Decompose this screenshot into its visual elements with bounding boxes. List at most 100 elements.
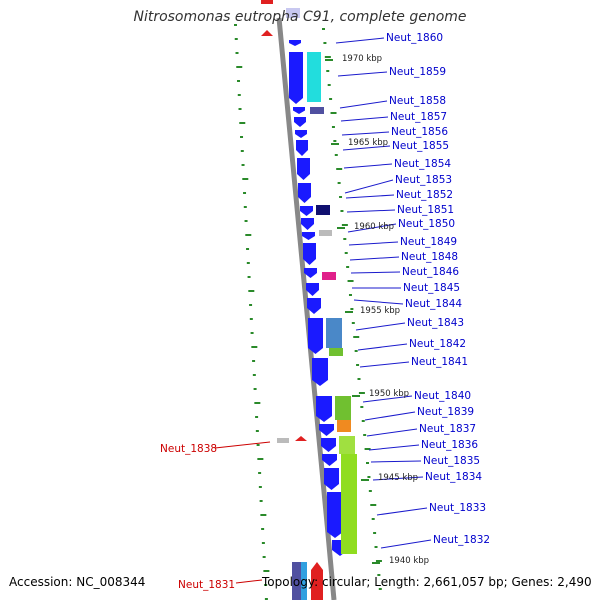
grid-dot	[261, 542, 265, 544]
grid-dot	[242, 178, 249, 180]
grid-dot	[239, 122, 246, 124]
grid-dot	[258, 472, 262, 474]
grid-dot	[238, 108, 242, 110]
grid-dot	[346, 266, 350, 268]
scale-label: 1950 kbp	[369, 389, 409, 399]
gene-label[interactable]: Neut_1842	[409, 338, 466, 350]
gene-fragment	[286, 8, 300, 18]
gene-label[interactable]: Neut_1841	[411, 356, 468, 368]
gene-arrow-forward	[306, 283, 319, 296]
gene-arrow-forward	[289, 52, 303, 104]
grid-dot	[256, 444, 260, 446]
grid-dot	[249, 318, 253, 320]
grid-dot	[247, 276, 251, 278]
grid-dot	[263, 570, 270, 572]
gene-label[interactable]: Neut_1849	[400, 236, 457, 248]
gene-label[interactable]: Neut_1850	[398, 218, 455, 230]
grid-dot	[371, 518, 375, 520]
gene-label[interactable]: Neut_1843	[407, 317, 464, 329]
grid-dot	[331, 126, 335, 128]
gene-label[interactable]: Neut_1853	[395, 174, 452, 186]
grid-dot	[366, 462, 370, 464]
gene-label[interactable]: Neut_1860	[386, 32, 443, 44]
gene-label[interactable]: Neut_1848	[401, 251, 458, 263]
grid-dot	[251, 346, 258, 348]
grid-dot	[374, 546, 378, 548]
feature-block	[341, 454, 357, 554]
gene-fragment	[292, 562, 302, 600]
connector-line	[357, 343, 408, 351]
gene-arrow-forward	[289, 40, 301, 46]
gene-label[interactable]: Neut_1833	[429, 502, 486, 514]
grid-dot	[264, 598, 268, 600]
gene-label[interactable]: Neut_1836	[421, 439, 478, 451]
grid-dot	[264, 584, 268, 586]
gene-label[interactable]: Neut_1844	[405, 298, 462, 310]
gene-arrow-forward	[294, 117, 306, 127]
connector-line	[349, 256, 400, 261]
gene-label[interactable]: Neut_1857	[390, 111, 447, 123]
feature-block	[310, 107, 324, 114]
grid-dot	[248, 290, 255, 292]
feature-block	[329, 348, 343, 356]
gene-label[interactable]: Neut_1832	[433, 534, 490, 546]
gene-label[interactable]: Neut_1852	[396, 189, 453, 201]
grid-dot	[361, 420, 365, 422]
grid-dot	[336, 168, 343, 170]
gene-arrow-forward	[300, 206, 313, 216]
gene-arrow-forward	[312, 358, 328, 386]
gene-label[interactable]: Neut_1856	[391, 126, 448, 138]
grid-dot	[378, 588, 382, 590]
grid-dot	[363, 434, 367, 436]
gene-arrow-forward	[307, 298, 321, 314]
grid-dot	[364, 448, 371, 450]
feature-block	[307, 52, 321, 102]
grid-dot	[339, 196, 343, 198]
gene-label[interactable]: Neut_1845	[403, 282, 460, 294]
gene-1838-block	[277, 438, 289, 443]
grid-dot	[236, 66, 243, 68]
connector-1831	[235, 579, 263, 584]
gene-arrow-forward	[327, 492, 343, 538]
gene-arrow-forward	[301, 218, 314, 230]
grid-dot	[241, 164, 245, 166]
gene-arrow-forward	[319, 424, 334, 436]
gene-label-1831[interactable]: Neut_1831	[178, 579, 235, 591]
gene-arrow-forward	[295, 130, 307, 138]
connector-line	[335, 37, 385, 44]
feature-block	[337, 420, 351, 432]
gene-label[interactable]: Neut_1834	[425, 471, 482, 483]
grid-dot	[344, 252, 348, 254]
connector-line	[339, 100, 388, 109]
scale-label: 1940 kbp	[389, 556, 429, 566]
gene-label[interactable]: Neut_1851	[397, 204, 454, 216]
grid-dot	[262, 556, 266, 558]
connector-line	[376, 507, 428, 516]
gene-label[interactable]: Neut_1846	[402, 266, 459, 278]
grid-dot	[243, 192, 247, 194]
grid-dot	[260, 514, 267, 516]
gene-label[interactable]: Neut_1854	[394, 158, 451, 170]
grid-dot	[354, 350, 358, 352]
gene-label[interactable]: Neut_1858	[389, 95, 446, 107]
gene-fragment-red	[261, 0, 273, 4]
gene-arrow-forward	[304, 268, 317, 278]
label-connectors	[335, 37, 432, 549]
gene-label[interactable]: Neut_1840	[414, 390, 471, 402]
scale-label: 1955 kbp	[360, 306, 400, 316]
feature-block	[339, 436, 355, 454]
gene-label[interactable]: Neut_1837	[419, 423, 476, 435]
grid-dot	[240, 136, 244, 138]
gene-label[interactable]: Neut_1855	[392, 140, 449, 152]
gene-label[interactable]: Neut_1839	[417, 406, 474, 418]
connector-line	[343, 163, 393, 169]
grid-dot	[343, 238, 347, 240]
connector-line	[366, 428, 418, 437]
gene-label[interactable]: Neut_1859	[389, 66, 446, 78]
scale-label: 1965 kbp	[348, 138, 388, 148]
connector-line	[346, 209, 396, 213]
gene-label[interactable]: Neut_1835	[423, 455, 480, 467]
grid-dot	[244, 220, 248, 222]
gene-label-1838[interactable]: Neut_1838	[160, 443, 217, 455]
